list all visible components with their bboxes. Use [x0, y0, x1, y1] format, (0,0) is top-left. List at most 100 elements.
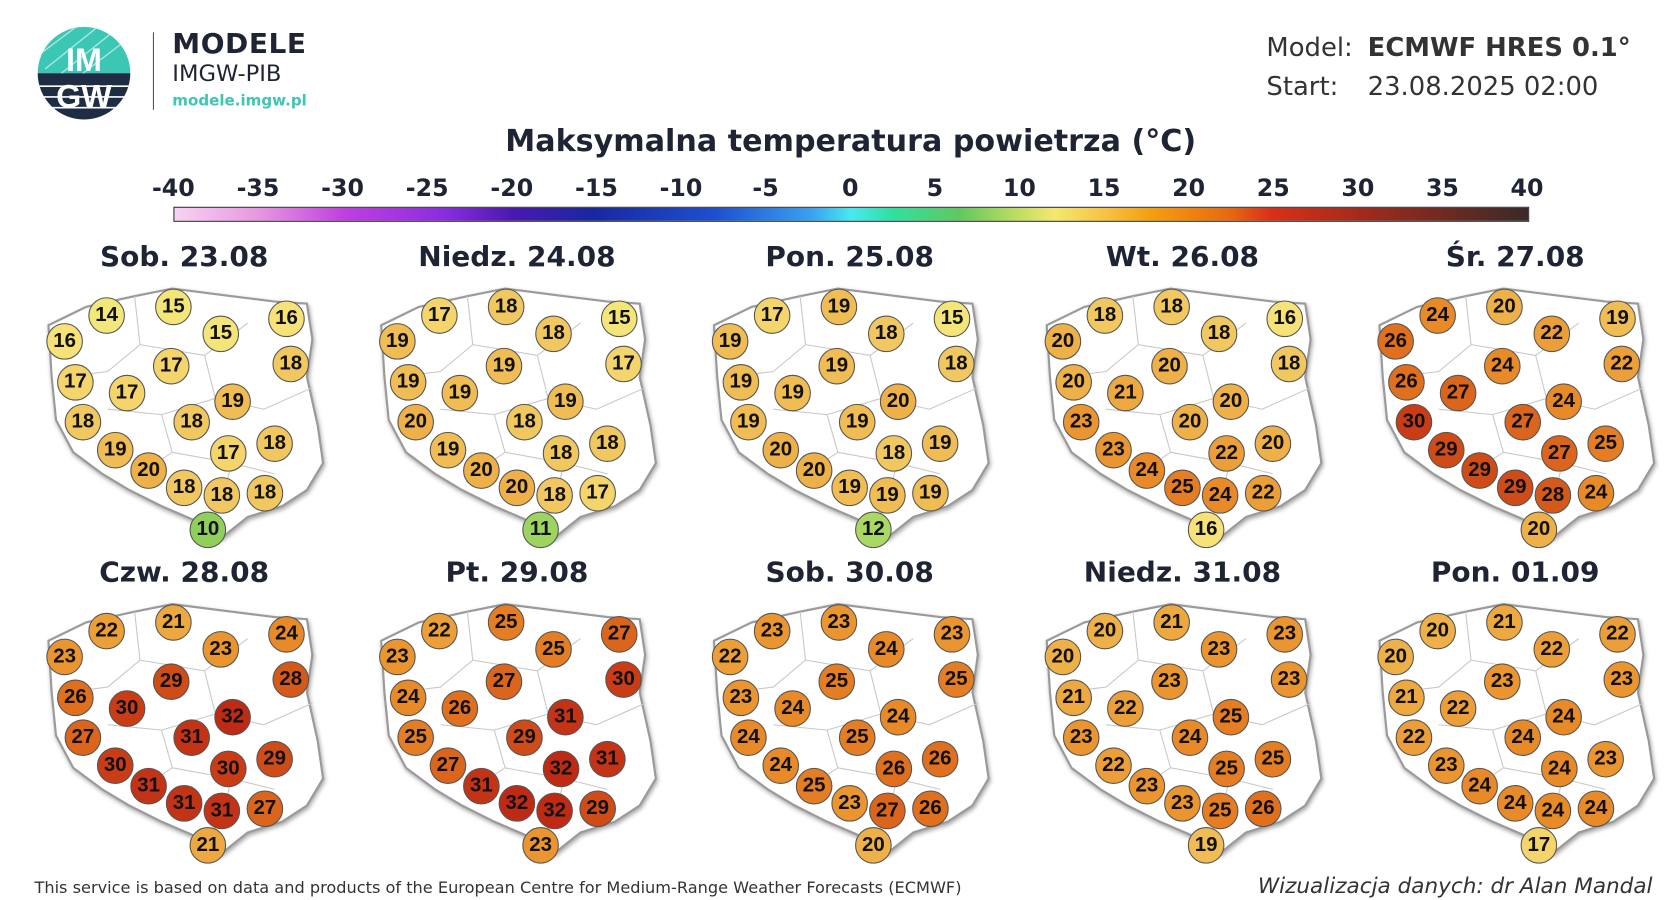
temperature-marker: 17	[152, 347, 190, 385]
temperature-marker: 31	[173, 719, 210, 756]
temperature-marker: 24	[1504, 719, 1542, 756]
model-label: Model:	[1266, 32, 1353, 63]
temperature-marker: 19	[820, 288, 858, 326]
temperature-marker: 12	[855, 511, 892, 549]
temperature-marker: 18	[867, 315, 905, 353]
temperature-marker: 23	[1128, 767, 1166, 805]
temperature-marker: 19	[774, 374, 811, 412]
temperature-marker: 31	[165, 785, 203, 822]
temperature-marker: 29	[506, 719, 543, 756]
temperature-marker: 15	[933, 300, 971, 338]
temperature-marker: 23	[820, 604, 858, 641]
temperature-marker: 18	[246, 474, 284, 512]
temperature-marker: 24	[1483, 347, 1521, 385]
temperature-marker: 19	[214, 383, 251, 420]
temperature-marker: 16	[1266, 300, 1304, 338]
temperature-marker: 20	[1044, 323, 1082, 360]
temperature-marker: 22	[1599, 615, 1636, 653]
temperature-marker: 20	[855, 827, 892, 864]
colorbar-tick: 40	[1510, 175, 1544, 203]
temperature-marker: 20	[397, 403, 434, 441]
temperature-marker: 30	[1395, 403, 1433, 441]
temperature-marker: 21	[1486, 604, 1523, 641]
temperature-marker: 27	[600, 615, 638, 653]
temperature-marker: 17	[753, 297, 791, 334]
temperature-marker: 31	[203, 792, 241, 830]
temperature-marker: 19	[711, 323, 749, 360]
svg-text:IM: IM	[66, 42, 102, 78]
temperature-marker: 19	[485, 347, 523, 385]
temperature-marker: 22	[1439, 690, 1477, 727]
temperature-marker: 32	[542, 750, 580, 788]
temperature-marker: 23	[1603, 661, 1641, 698]
temperature-marker: 23	[1151, 663, 1188, 700]
temperature-marker: 25	[1587, 425, 1624, 462]
temperature-marker: 28	[272, 661, 310, 698]
temperature-marker: 22	[1107, 690, 1144, 727]
temperature-marker: 18	[487, 288, 525, 326]
temperature-marker: 24	[1577, 790, 1615, 828]
temperature-marker: 18	[1153, 288, 1190, 326]
temperature-marker: 21	[1055, 679, 1092, 717]
temperature-marker: 27	[485, 663, 523, 700]
colorbar-tick: 25	[1256, 175, 1290, 203]
temperature-marker: 17	[579, 474, 616, 512]
data-credit: This service is based on data and produc…	[34, 877, 962, 898]
colorbar-tick: -35	[236, 175, 280, 203]
temperature-marker: 23	[1062, 719, 1100, 756]
temperature-marker: 15	[600, 300, 638, 338]
temperature-marker: 27	[1439, 374, 1477, 412]
temperature-marker: 23	[1587, 740, 1624, 778]
brand-url[interactable]: modele.imgw.pl	[172, 92, 307, 110]
temperature-marker: 25	[838, 719, 876, 756]
temperature-marker: 23	[379, 638, 416, 676]
temperature-marker: 15	[202, 315, 240, 353]
temperature-marker: 14	[88, 297, 125, 334]
temperature-marker: 24	[1545, 698, 1582, 736]
colorbar-tick: 0	[841, 175, 859, 203]
temperature-marker: 19	[547, 383, 584, 420]
temperature-marker: 20	[1055, 363, 1092, 401]
temperature-marker: 26	[1244, 790, 1282, 828]
temperature-marker: 21	[1153, 604, 1190, 641]
temperature-marker: 18	[875, 435, 913, 472]
temperature-marker: 24	[1545, 383, 1582, 420]
temperature-marker: 18	[1200, 315, 1238, 353]
temperature-marker: 23	[1266, 615, 1304, 653]
author-credit: Wizualizacja danych: dr Alan Mandal	[1257, 872, 1653, 899]
temperature-marker: 18	[1086, 297, 1124, 334]
temperature-marker: 24	[389, 679, 427, 717]
temperature-marker: 21	[189, 827, 227, 864]
colorbar-tick: -5	[752, 175, 779, 203]
temperature-marker: 26	[875, 750, 913, 788]
temperature-marker: 27	[429, 747, 467, 784]
temperature-marker: 22	[711, 638, 749, 676]
temperature-marker: 24	[1577, 474, 1615, 512]
colorbar-tick: -40	[151, 175, 195, 203]
colorbar-tick: 35	[1425, 175, 1459, 203]
temperature-marker: 18	[542, 435, 580, 472]
temperature-marker: 20	[1044, 638, 1082, 676]
temperature-marker: 18	[173, 403, 210, 441]
temperature-marker: 23	[933, 615, 971, 653]
temperature-marker: 22	[88, 612, 125, 650]
temperature-marker: 29	[579, 790, 616, 828]
colorbar-tick: 10	[1002, 175, 1036, 203]
temperature-marker: 22	[1095, 747, 1132, 784]
temperature-marker: 23	[202, 631, 240, 668]
temperature-marker: 29	[1461, 452, 1498, 489]
temperature-marker: 20	[130, 452, 167, 489]
temperature-marker: 24	[1461, 767, 1498, 805]
temperature-marker: 19	[912, 474, 949, 512]
temperature-marker: 23	[1483, 663, 1521, 700]
divider	[152, 32, 154, 110]
temperature-marker: 24	[1128, 452, 1166, 489]
temperature-marker: 27	[64, 719, 102, 756]
temperature-marker: 20	[463, 452, 500, 489]
temperature-marker: 25	[937, 661, 975, 698]
temperature-marker: 23	[1062, 403, 1100, 441]
temperature-marker: 16	[268, 300, 305, 338]
temperature-marker: 24	[1534, 792, 1572, 830]
temperature-marker: 18	[64, 403, 102, 441]
